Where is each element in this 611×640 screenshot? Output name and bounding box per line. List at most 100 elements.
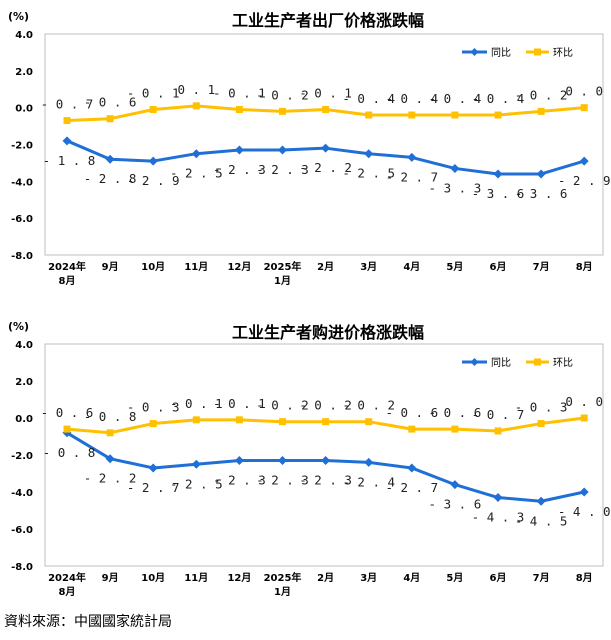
chart-1-series-1-data-label: - 0 . 7: [472, 407, 525, 422]
chart-1-x-tick: 7月: [533, 572, 550, 584]
chart-0-y-tick: -4.0: [11, 177, 33, 188]
chart-0-x-tick: 4月: [403, 261, 420, 273]
chart-1-series-1-point: [192, 416, 200, 424]
chart-0-y-tick: -8.0: [11, 251, 33, 262]
chart-0-x-tick: 7月: [533, 261, 550, 273]
chart-1-y-tick: 4.0: [15, 340, 33, 351]
chart-1-series-1-point: [494, 427, 502, 435]
chart-1-series-1-data-label: - 0 . 2: [299, 398, 352, 413]
chart-0-x-tick: 5月: [446, 261, 463, 273]
chart-1-series-1-data-label: - 0 . 6: [385, 405, 438, 420]
chart-0-series-0-data-label: - 2 . 9: [127, 173, 180, 188]
chart-1-series-1-point: [580, 414, 588, 422]
chart-0-x-tick: 6月: [490, 261, 507, 273]
chart-1-x-tick: 10月: [141, 572, 165, 584]
chart-0-series-0-point: [364, 149, 374, 159]
chart-0-x-tick: 11月: [184, 261, 208, 273]
chart-1-x-tick: 2025年: [264, 571, 302, 584]
chart-1-series-0-point: [105, 454, 115, 464]
chart-0-legend-marker-1: [534, 48, 541, 56]
chart-0-legend-label-1: 环比: [553, 47, 573, 59]
chart-0-series-1-data-label: 0 . 0: [565, 84, 603, 99]
chart-0-series-0-point: [407, 152, 417, 162]
chart-1-series-1-point: [451, 425, 459, 433]
source-note: 資料來源：中國國家統計局: [4, 614, 172, 630]
chart-0-series-0-data-label: - 1 . 8: [43, 153, 96, 168]
chart-0-series-1-point: [149, 106, 157, 114]
chart-0-series-0-point: [148, 156, 158, 166]
chart-0-x-tick: 2月: [317, 261, 334, 273]
chart-1-series-0-point: [234, 456, 244, 466]
chart-0-series-1-data-label: - 0 . 4: [385, 91, 438, 106]
chart-1-x-tick: 3月: [360, 572, 377, 584]
chart-1-title: 工业生产者购进价格涨跌幅: [232, 323, 424, 342]
chart-0-x-tick: 9月: [102, 261, 119, 273]
chart-1-x-tick: 12月: [227, 572, 251, 584]
chart-1-x-tick: 2月: [317, 572, 334, 584]
chart-1-series-0-data-label: - 2 . 7: [127, 480, 180, 495]
chart-1-series-0-point: [407, 463, 417, 473]
chart-1-legend-marker-1: [534, 358, 541, 366]
chart-0-x-tick: 2025年: [264, 260, 302, 273]
chart-1-series-1-point: [537, 420, 545, 428]
chart-1-series-0-point: [191, 459, 201, 469]
chart-0-x-tick: 10月: [141, 261, 165, 273]
chart-1-y-tick: -2.0: [11, 451, 33, 462]
chart-1-legend-label-1: 环比: [553, 357, 573, 369]
chart-1-series-1-point: [408, 425, 416, 433]
chart-0-series-0-data-label: - 2 . 2: [299, 160, 352, 175]
chart-0-series-1-data-label: - 0 . 1: [213, 86, 266, 101]
chart-1-series-0-data-label: - 0 . 8: [43, 445, 96, 460]
chart-0-series-1-data-label: - 0 . 4: [472, 91, 525, 106]
chart-1-series-1-point: [63, 425, 71, 433]
chart-1-series-0-data-label: - 4 . 5: [515, 513, 568, 528]
chart-0-series-1-point: [365, 111, 373, 119]
chart-1-series-0-data-label: - 2 . 3: [213, 473, 266, 488]
chart-1-y-tick: -4.0: [11, 488, 33, 499]
chart-0-series-0-point: [62, 136, 72, 146]
chart-1-series-0-point: [450, 480, 460, 490]
chart-0-series-1-point: [537, 107, 545, 115]
chart-0-series-1-point: [494, 111, 502, 119]
chart-0-series-1-data-label: - 0 . 6: [84, 95, 137, 110]
chart-0-series-0-data-label: - 2 . 8: [84, 171, 137, 186]
chart-1-legend-marker-0: [470, 358, 479, 366]
chart-0-series-0-point: [191, 149, 201, 159]
chart-1-series-0-data-label: - 3 . 6: [429, 497, 482, 512]
chart-0-x-tick: 8月: [59, 275, 76, 287]
chart-0-series-1-point: [451, 111, 459, 119]
chart-0-series-0-point: [321, 143, 331, 153]
chart-1-series-0-data-label: - 2 . 7: [385, 480, 438, 495]
chart-0-series-0-data-label: - 3 . 6: [472, 186, 525, 201]
chart-1-series-0-data-label: - 2 . 5: [170, 476, 223, 491]
chart-1-series-1-data-label: - 0 . 6: [429, 405, 482, 420]
chart-1-series-1-point: [235, 416, 243, 424]
chart-0-y-unit: (%): [8, 10, 29, 23]
chart-0-series-0-point: [234, 145, 244, 155]
chart-1-x-tick: 6月: [490, 572, 507, 584]
chart-0-series-1-point: [279, 107, 286, 115]
chart-0-series-0-data-label: - 3 . 3: [429, 180, 482, 195]
chart-1-series-0-data-label: - 2 . 2: [84, 471, 137, 486]
chart-0-series-1-point: [63, 117, 71, 125]
chart-0-series-0-point: [579, 156, 589, 166]
chart-0-x-tick: 12月: [227, 261, 251, 273]
chart-1-series-1-point: [106, 429, 114, 437]
chart-1-series-1-data-label: - 0 . 1: [213, 396, 266, 411]
chart-0-series-1-data-label: - 0 . 2: [515, 87, 568, 102]
chart-1-series-1-data-label: - 0 . 3: [515, 400, 568, 415]
chart-0-y-tick: 2.0: [15, 67, 33, 78]
chart-0-series-0-point: [278, 145, 287, 155]
chart-0-series-0-point: [493, 169, 503, 179]
chart-0-series-0-data-label: - 2 . 7: [385, 169, 438, 184]
chart-1-series-0-point: [364, 457, 374, 467]
chart-0-x-tick: 8月: [576, 261, 593, 273]
chart-1-series-0-point: [148, 463, 158, 473]
chart-1-series-0-data-label: - 2 . 4: [342, 474, 395, 489]
chart-1-x-tick: 4月: [403, 572, 420, 584]
chart-1-series-1-point: [322, 418, 330, 426]
chart-0-series-1-data-label: - 0 . 4: [429, 91, 482, 106]
chart-1-series-1-data-label: - 0 . 3: [127, 400, 180, 415]
chart-0-series-0-data-label: - 2 . 5: [170, 166, 223, 181]
chart-1-y-tick: 0.0: [15, 414, 33, 425]
